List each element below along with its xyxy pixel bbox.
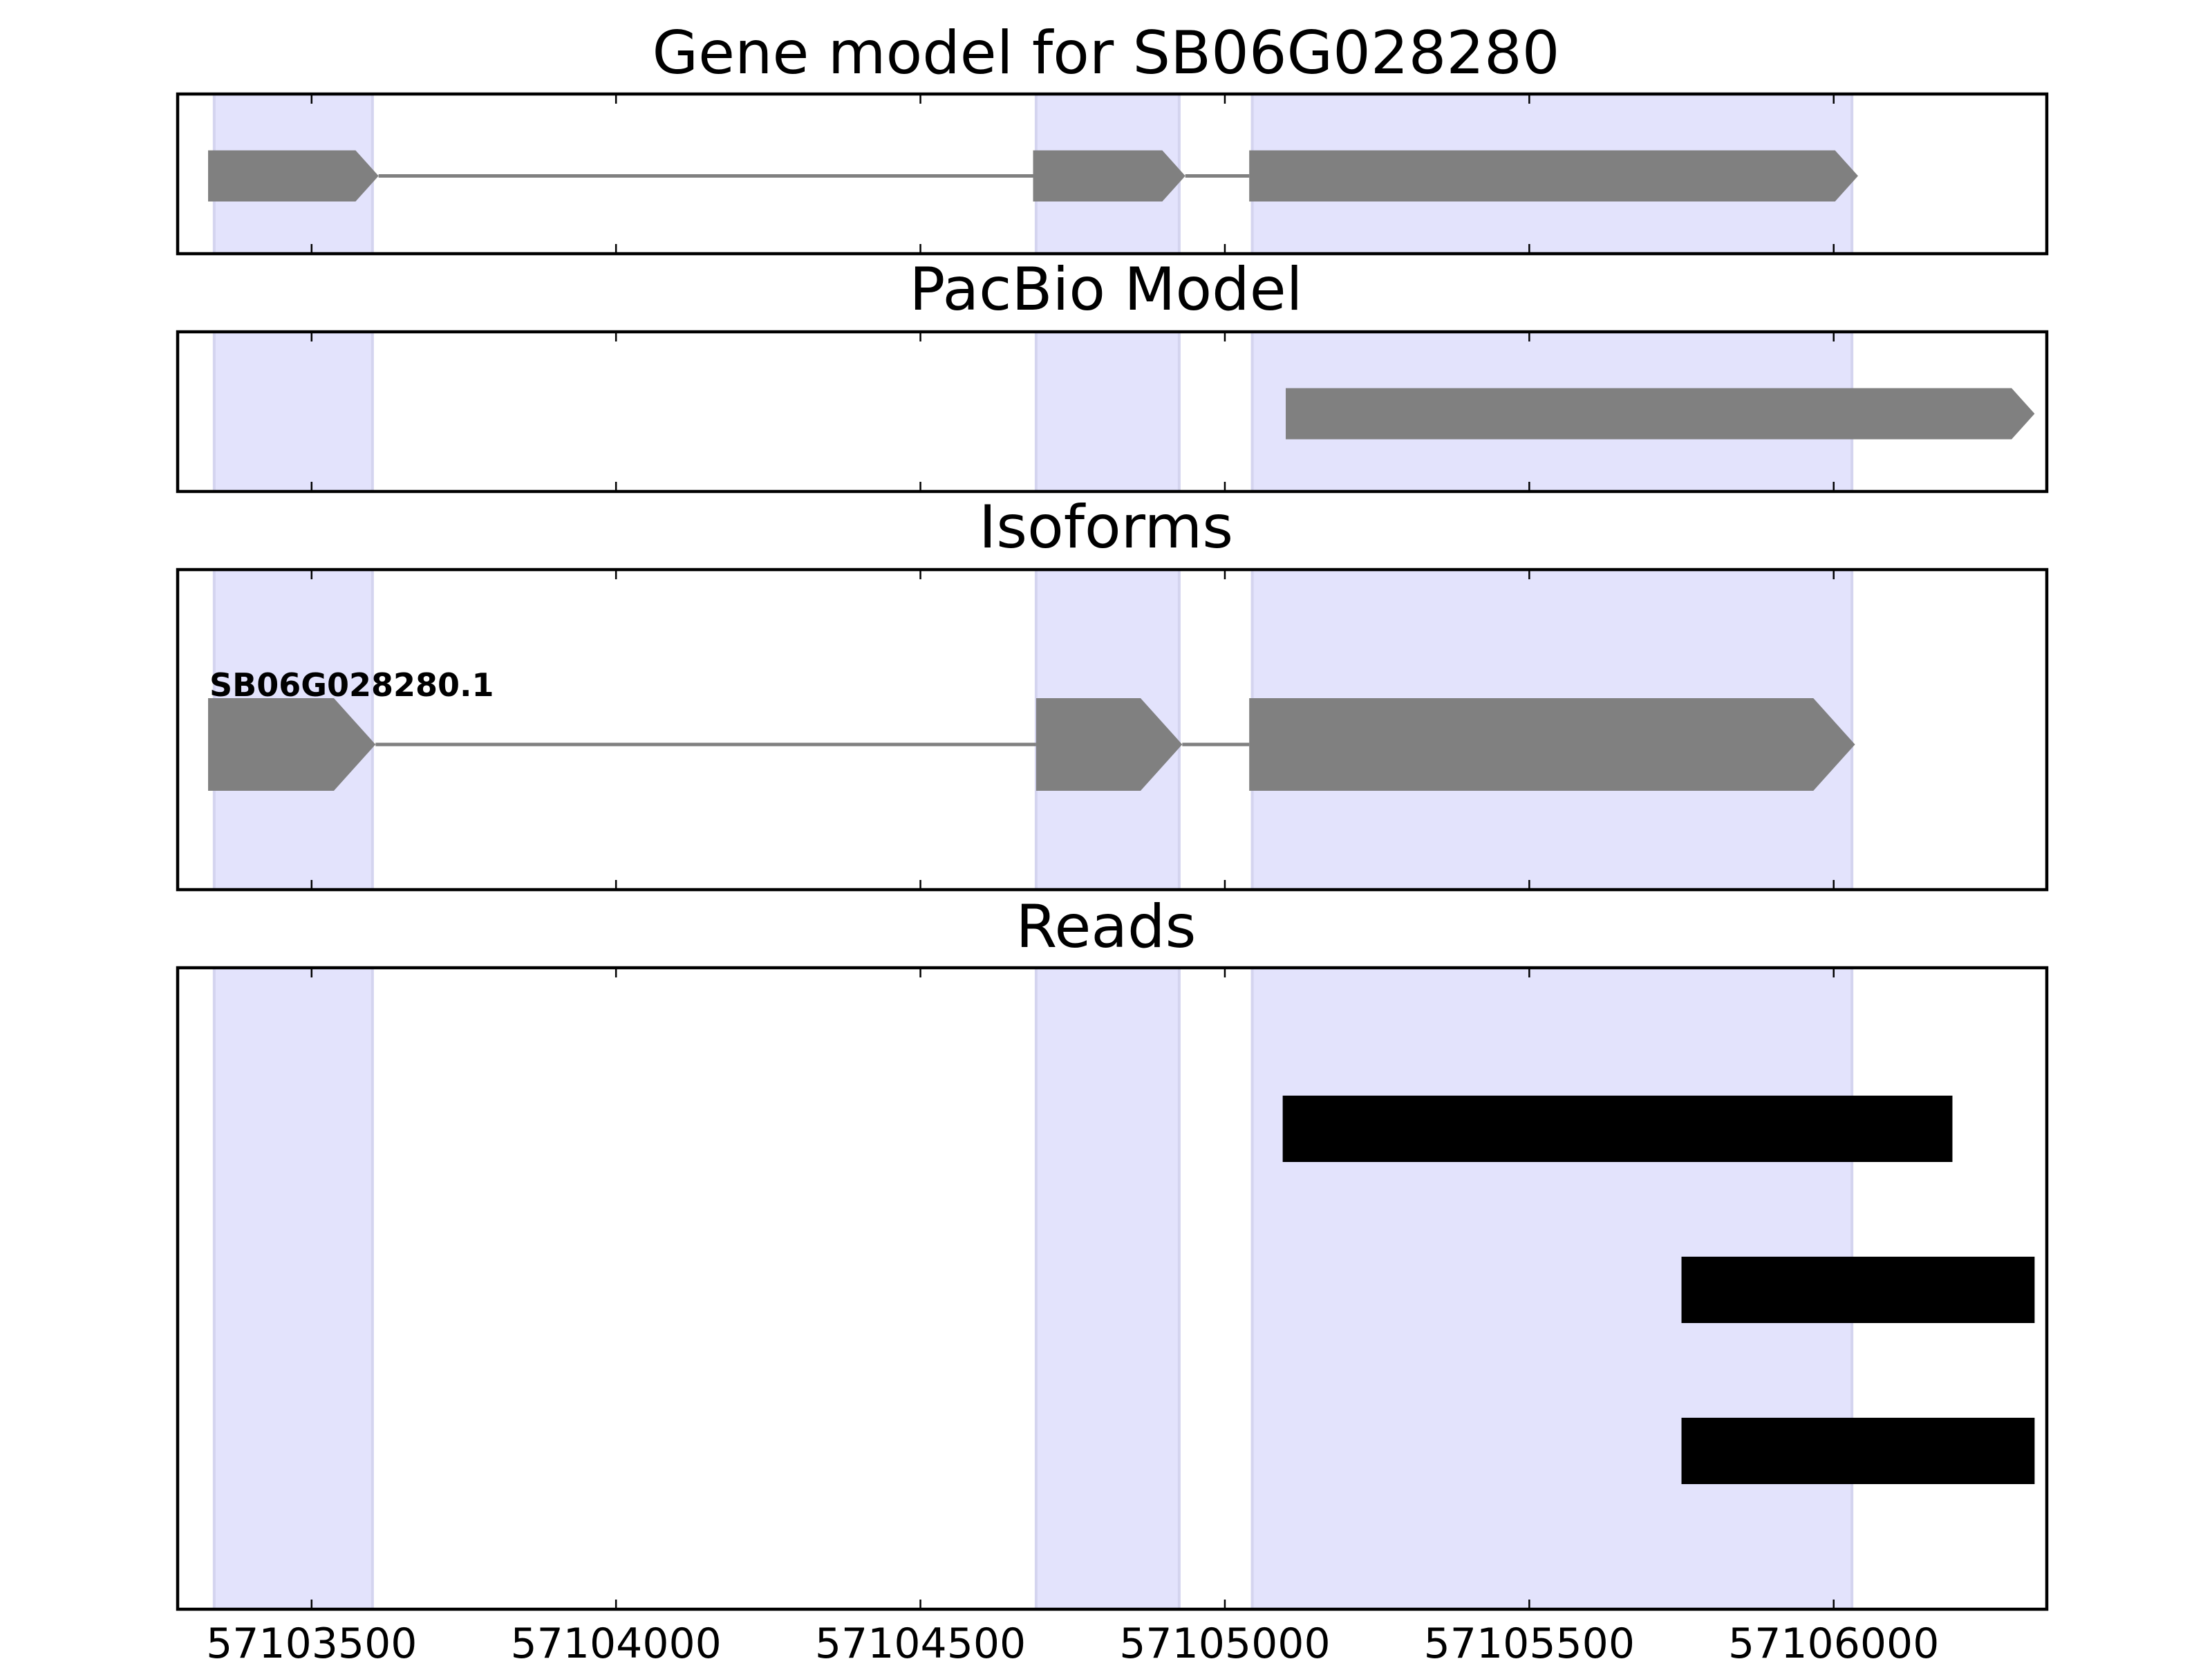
panel-title-pacbio-model: PacBio Model — [909, 255, 1302, 324]
exon-bands-reads — [212, 966, 1854, 1611]
isoform-exon-3 — [1249, 698, 1855, 791]
features-reads — [1282, 1096, 2035, 1484]
isoform-exon-2 — [1035, 698, 1183, 791]
panel-title-gene-model: Gene model for SB06G028280 — [653, 19, 1560, 88]
panel-reads: Reads — [176, 892, 2049, 1611]
ticks-reads — [310, 968, 1835, 1609]
x-tick-label-3: 57104500 — [815, 1620, 1026, 1659]
panel-isoforms: Isoforms SB06G028280.1 — [176, 493, 2049, 892]
exon-band-2 — [1034, 330, 1181, 493]
x-tick-label-6: 57106000 — [1728, 1620, 1939, 1659]
frame-gene-model — [176, 92, 2049, 256]
read-bar-2 — [1681, 1257, 2035, 1323]
isoform-exon-1 — [208, 698, 376, 791]
x-tick-label-2: 57104000 — [510, 1620, 721, 1659]
features-pacbio-model — [1286, 388, 2035, 440]
ticks-pacbio-model — [310, 332, 1835, 491]
isoform-label: SB06G028280.1 — [209, 666, 494, 704]
panel-title-reads: Reads — [1016, 892, 1197, 962]
panel-gene-model: Gene model for SB06G028280 — [176, 19, 2049, 256]
exon-band-1 — [212, 966, 374, 1611]
read-bar-3 — [1681, 1418, 2035, 1484]
features-isoforms: SB06G028280.1 — [208, 666, 1855, 791]
ticks-isoforms — [310, 570, 1835, 890]
features-gene-model — [208, 150, 1858, 202]
x-tick-label-1: 57103500 — [206, 1620, 417, 1659]
frame-pacbio-model — [176, 330, 2049, 494]
exon-band-2 — [1034, 966, 1181, 1611]
ticks-gene-model — [310, 94, 1835, 254]
panel-pacbio-model: PacBio Model — [176, 255, 2049, 494]
x-axis-tick-labels: 57103500 57104000 57104500 57105000 57105500… — [206, 1620, 1939, 1659]
gene-exon-1 — [208, 150, 379, 202]
gene-exon-3 — [1249, 150, 1858, 202]
read-bar-1 — [1282, 1096, 1953, 1162]
frame-reads — [176, 966, 2049, 1611]
frame-isoforms — [176, 568, 2049, 892]
x-tick-label-5: 57105500 — [1424, 1620, 1635, 1659]
pacbio-exon-1 — [1286, 388, 2035, 440]
gene-exon-2 — [1033, 150, 1185, 202]
panel-title-isoforms: Isoforms — [979, 493, 1233, 562]
exon-band-1 — [212, 330, 374, 493]
x-tick-label-4: 57105000 — [1119, 1620, 1330, 1659]
